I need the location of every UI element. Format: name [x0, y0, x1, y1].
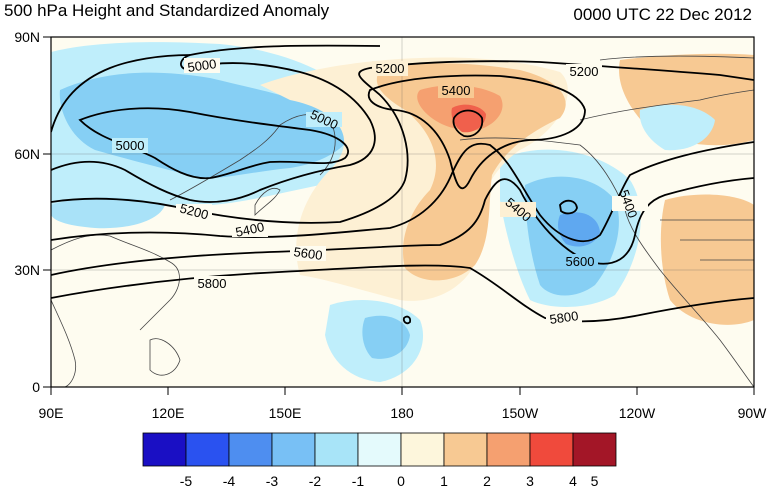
colorbar-label: -2 [309, 473, 322, 488]
contour-label: 5200 [566, 64, 602, 79]
colorbar-label: 5 [591, 473, 599, 488]
colorbar-swatch [572, 432, 617, 467]
colorbar-label: -5 [180, 473, 193, 488]
lat-label: 60N [14, 146, 40, 162]
contour-closed-low [559, 199, 578, 215]
contour-5400 [51, 141, 754, 243]
colorbar-label: 2 [483, 473, 491, 488]
colorbar-label: 1 [440, 473, 448, 488]
colorbar-swatch [529, 432, 574, 467]
contour-5400-closed [367, 74, 586, 190]
colorbar: -5 -4 -3 -2 -1 0 1 2 3 4 5 [142, 432, 617, 488]
colorbar-swatch [228, 432, 273, 467]
contour-label: 5600 [290, 244, 326, 263]
contour-labels: 5000 5000 5000 5200 5200 5200 5400 5400 … [112, 56, 648, 327]
contour-5000 [51, 44, 381, 203]
contour-label: 5200 [176, 201, 212, 223]
anomaly-neg-2-china [51, 197, 165, 229]
svg-text:5400: 5400 [442, 83, 471, 98]
lon-label: 90W [738, 405, 768, 421]
contour-closed-ridge [452, 109, 484, 138]
contour-label: 5400 [232, 219, 268, 240]
svg-text:5800: 5800 [549, 308, 580, 327]
colorbar-swatch [185, 432, 230, 467]
lat-label: 90N [14, 29, 40, 45]
colorbar-swatch [271, 432, 316, 467]
colorbar-label: -3 [266, 473, 279, 488]
lon-label: 180 [390, 405, 414, 421]
contour-label: 5000 [112, 138, 148, 153]
colorbar-swatch [357, 432, 402, 467]
lat-label: 30N [14, 262, 40, 278]
colorbar-swatch [400, 432, 445, 467]
graticule [51, 37, 754, 387]
contour-label: 5400 [438, 83, 474, 98]
contour-label: 5000 [184, 56, 220, 75]
colorbar-swatch [443, 432, 488, 467]
lon-label: 150E [269, 405, 302, 421]
svg-text:5200: 5200 [178, 201, 210, 223]
lat-label: 0 [32, 379, 40, 395]
svg-text:5000: 5000 [187, 56, 218, 75]
colorbar-label: 0 [397, 473, 405, 488]
anomaly-shading [51, 42, 754, 382]
anomaly-pos-2-ridge [376, 63, 566, 281]
axis-ticks [43, 36, 755, 395]
colorbar-label: 3 [526, 473, 534, 488]
contour-label: 5200 [372, 61, 408, 76]
colorbar-swatch [314, 432, 359, 467]
svg-text:5200: 5200 [570, 64, 599, 79]
lon-label: 120W [619, 405, 656, 421]
contour-5200 [51, 60, 754, 224]
contour-label: 5600 [562, 254, 598, 269]
lon-label: 90E [39, 405, 64, 421]
colorbar-swatch [142, 432, 187, 467]
svg-text:5200: 5200 [376, 61, 405, 76]
svg-text:5800: 5800 [198, 276, 227, 291]
colorbar-label: -4 [223, 473, 236, 488]
anomaly-neg-1-hudson [639, 104, 715, 151]
svg-text:5000: 5000 [116, 138, 145, 153]
coastlines [51, 55, 754, 387]
colorbar-label: 4 [569, 473, 577, 488]
lon-label: 150W [502, 405, 539, 421]
svg-text:5600: 5600 [293, 244, 324, 263]
colorbar-label: -1 [352, 473, 365, 488]
svg-text:5600: 5600 [566, 254, 595, 269]
lon-label: 120E [152, 405, 185, 421]
colorbar-swatch [486, 432, 531, 467]
map-title: 500 hPa Height and Standardized Anomaly [4, 1, 330, 20]
anomaly-neg-2-tropics [362, 315, 410, 359]
contour-5000-inner [78, 107, 349, 180]
map-panel: 5000 5000 5000 5200 5200 5200 5400 5400 … [51, 37, 754, 387]
contour-label: 5800 [194, 276, 230, 291]
svg-text:5400: 5400 [234, 219, 265, 240]
contour-tropical-low [402, 315, 412, 325]
contour-polar [51, 54, 191, 133]
contour-label: 5800 [546, 308, 582, 327]
valid-time: 0000 UTC 22 Dec 2012 [573, 5, 752, 24]
